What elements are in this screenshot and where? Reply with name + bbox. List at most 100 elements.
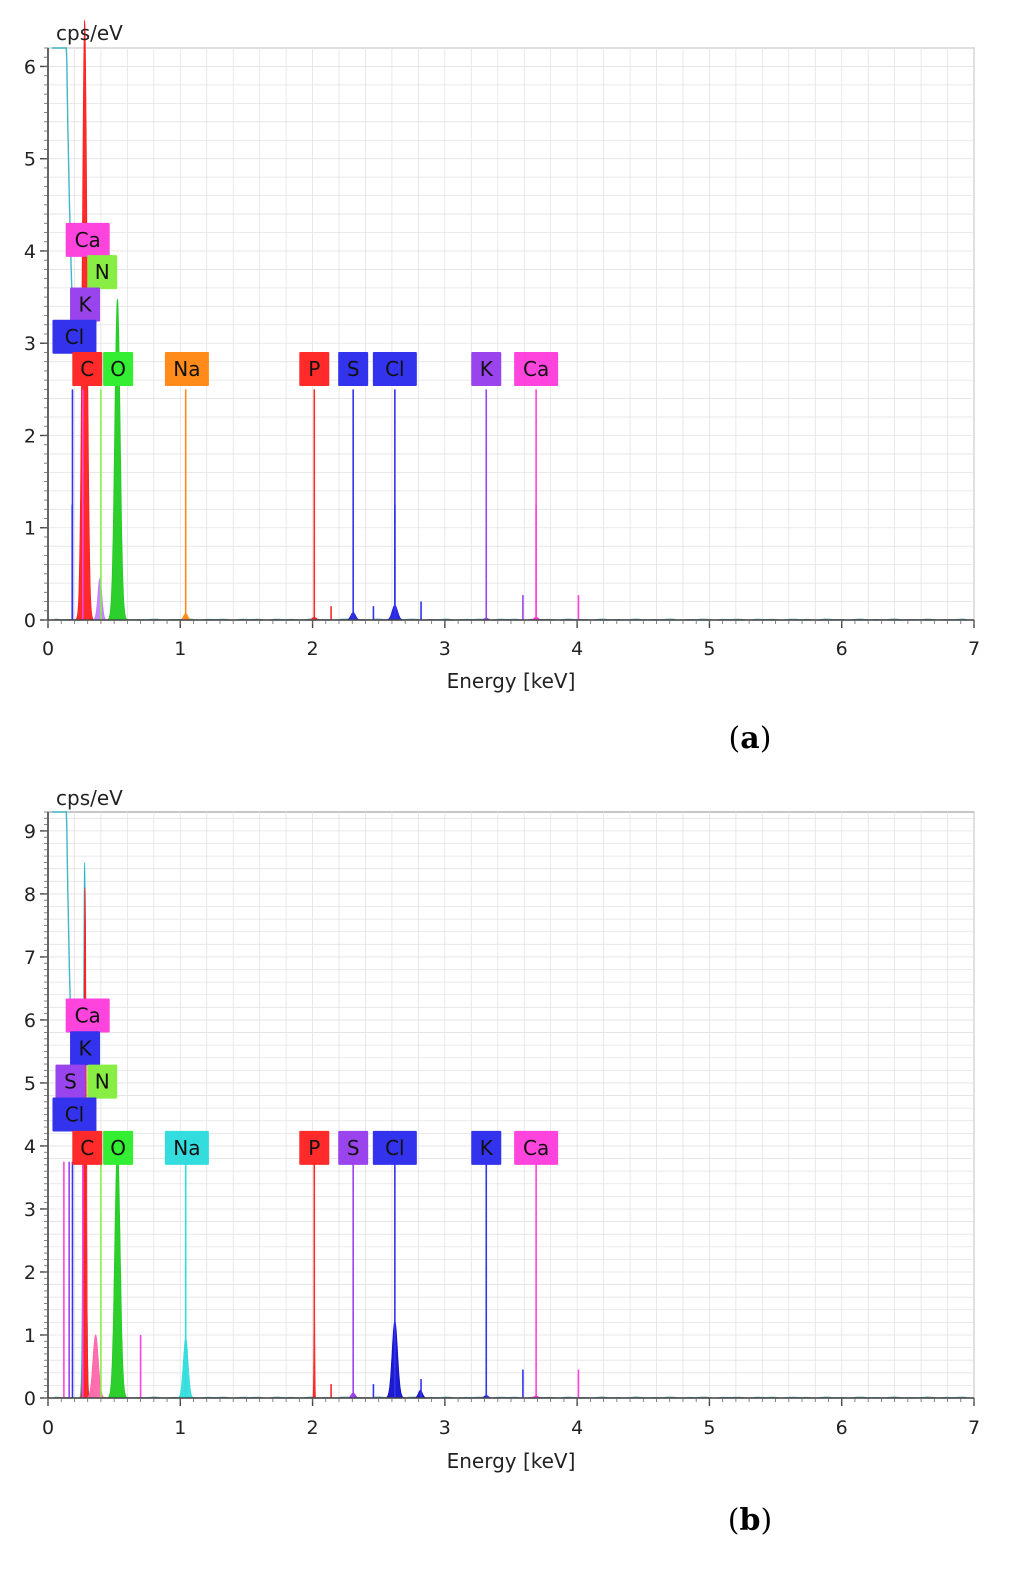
x-tick-label: 5 bbox=[703, 1417, 715, 1439]
x-tick-label: 3 bbox=[439, 638, 451, 660]
element-label-ca: Ca bbox=[523, 1136, 549, 1160]
y-tick-label: 2 bbox=[24, 425, 36, 447]
element-label-ca: Ca bbox=[75, 228, 101, 252]
element-label-n: N bbox=[95, 260, 110, 284]
x-tick-label: 2 bbox=[307, 1417, 319, 1439]
element-label-cl: Cl bbox=[385, 357, 405, 381]
element-label-ca: Ca bbox=[523, 357, 549, 381]
peak-n bbox=[85, 1334, 107, 1399]
y-tick-label: 4 bbox=[24, 1136, 36, 1158]
x-tick-label: 1 bbox=[174, 638, 186, 660]
x-tick-label: 4 bbox=[571, 638, 583, 660]
y-tick-label: 3 bbox=[24, 333, 36, 355]
x-tick-label: 5 bbox=[703, 638, 715, 660]
element-label-box bbox=[103, 1130, 134, 1165]
element-label-cl: Cl bbox=[65, 325, 85, 349]
element-label-ca: Ca bbox=[75, 1004, 101, 1028]
y-tick-label: 3 bbox=[24, 1199, 36, 1221]
y-tick-label: 2 bbox=[24, 1262, 36, 1284]
y-tick-label: 1 bbox=[24, 518, 36, 540]
element-label-box bbox=[52, 1097, 97, 1132]
x-tick-label: 4 bbox=[571, 1417, 583, 1439]
element-label-box bbox=[338, 1130, 369, 1165]
panel-label-close: ) bbox=[760, 1503, 772, 1538]
element-label-p: P bbox=[308, 1136, 320, 1160]
x-tick-label: 3 bbox=[439, 1417, 451, 1439]
y-tick-label: 6 bbox=[24, 1010, 36, 1032]
y-tick-label: 4 bbox=[24, 241, 36, 263]
element-label-box bbox=[338, 352, 369, 387]
x-axis-label: Energy [keV] bbox=[447, 669, 576, 693]
panel-label-close: ) bbox=[760, 721, 772, 756]
element-label-o: O bbox=[110, 1136, 126, 1160]
element-label-box bbox=[471, 352, 502, 387]
y-tick-label: 6 bbox=[24, 56, 36, 78]
y-tick-label: 5 bbox=[24, 1073, 36, 1095]
element-label-cl: Cl bbox=[385, 1136, 405, 1160]
y-tick-label: 0 bbox=[24, 610, 36, 632]
peak-n bbox=[91, 577, 108, 621]
element-label-box bbox=[65, 222, 110, 257]
peak-o bbox=[106, 298, 129, 621]
y-tick-label: 8 bbox=[24, 884, 36, 906]
x-tick-label: 0 bbox=[42, 1417, 54, 1439]
element-label-box bbox=[87, 255, 118, 290]
plot-area bbox=[47, 811, 975, 1399]
panel-label: (a) bbox=[729, 721, 772, 756]
element-label-box bbox=[65, 998, 110, 1033]
x-tick-label: 7 bbox=[968, 1417, 980, 1439]
element-label-o: O bbox=[110, 357, 126, 381]
element-label-box bbox=[514, 352, 559, 387]
x-tick-label: 1 bbox=[174, 1417, 186, 1439]
element-label-box bbox=[164, 1130, 209, 1165]
element-label-box bbox=[70, 1031, 101, 1066]
x-tick-label: 7 bbox=[968, 638, 980, 660]
element-label-box bbox=[299, 1130, 330, 1165]
x-tick-label: 2 bbox=[307, 638, 319, 660]
element-label-box bbox=[164, 352, 209, 387]
element-label-c: C bbox=[80, 1136, 94, 1160]
element-label-box bbox=[103, 352, 134, 387]
panel-label-open: ( bbox=[728, 1503, 740, 1538]
element-label-k: K bbox=[78, 1036, 92, 1060]
y-tick-label: 9 bbox=[24, 821, 36, 843]
element-label-s: S bbox=[347, 357, 360, 381]
x-tick-label: 0 bbox=[42, 638, 54, 660]
x-tick-label: 6 bbox=[836, 638, 848, 660]
element-label-box bbox=[514, 1130, 559, 1165]
element-label-box bbox=[70, 287, 101, 322]
element-label-box bbox=[72, 352, 103, 387]
element-label-k: K bbox=[480, 357, 494, 381]
element-label-k: K bbox=[480, 1136, 494, 1160]
element-label-na: Na bbox=[173, 357, 200, 381]
y-tick-label: 7 bbox=[24, 947, 36, 969]
element-label-box bbox=[87, 1064, 118, 1099]
element-label-box bbox=[299, 352, 330, 387]
element-label-s: S bbox=[347, 1136, 360, 1160]
grid bbox=[47, 47, 975, 621]
plot-area bbox=[47, 47, 975, 621]
element-label-box bbox=[372, 1130, 417, 1165]
element-label-s: S bbox=[64, 1070, 77, 1094]
element-label-n: N bbox=[95, 1070, 110, 1094]
x-axis-label: Energy [keV] bbox=[447, 1449, 576, 1473]
element-label-box bbox=[55, 1064, 86, 1099]
element-label-p: P bbox=[308, 357, 320, 381]
y-axis-label: cps/eV bbox=[56, 21, 123, 45]
element-label-box bbox=[471, 1130, 502, 1165]
panel-label-letter: a bbox=[740, 721, 759, 756]
x-tick-label: 6 bbox=[836, 1417, 848, 1439]
y-tick-label: 1 bbox=[24, 1325, 36, 1347]
y-tick-label: 5 bbox=[24, 149, 36, 171]
panel-label-letter: b bbox=[740, 1503, 761, 1538]
panel-label-open: ( bbox=[729, 721, 741, 756]
element-label-box bbox=[72, 1130, 103, 1165]
element-label-box bbox=[372, 352, 417, 387]
y-tick-label: 0 bbox=[24, 1388, 36, 1410]
element-label-c: C bbox=[80, 357, 94, 381]
element-label-box bbox=[52, 319, 97, 354]
element-label-na: Na bbox=[173, 1136, 200, 1160]
